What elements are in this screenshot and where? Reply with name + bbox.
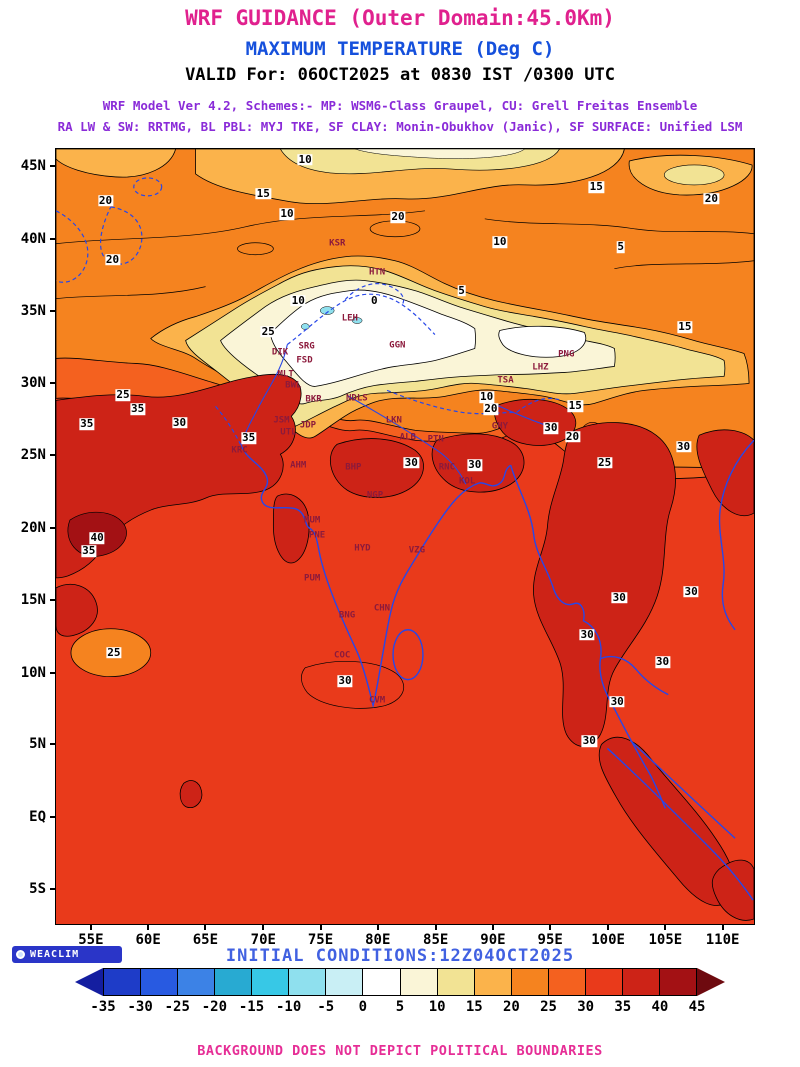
sri-lanka-coastline — [392, 629, 424, 681]
west-coast-heat-strip — [272, 493, 310, 564]
lat-tick-label: 35N — [20, 302, 46, 319]
myanmar-thailand-coastline — [510, 464, 666, 809]
colorbar-tick-label: 15 — [465, 999, 483, 1015]
political-boundaries — [56, 177, 562, 447]
colorbar-cell — [585, 969, 623, 995]
colorbar-tick-label: -30 — [127, 999, 153, 1015]
colorbar-cells — [103, 968, 697, 996]
borneo-heat-blob — [711, 859, 754, 921]
colorbar-tick-label: 30 — [577, 999, 595, 1015]
lat-tick-label: 45N — [20, 158, 46, 175]
model-schemes-line2: RA LW & SW: RRTMG, BL PBL: MYJ TKE, SF C… — [57, 119, 743, 134]
lon-tick-mark — [147, 924, 150, 930]
lat-tick-label: 30N — [20, 375, 46, 392]
colorbar-cell — [363, 969, 401, 995]
weaclim-logo: WEACLIM — [12, 946, 122, 963]
lat-tick-label: 5N — [29, 736, 46, 753]
colorbar-tick-label: -15 — [238, 999, 265, 1015]
colorbar-tick-labels: -35 -30 -25 -20 -15 -10 -5 0 5 10 15 20 25 30 35 40 45 — [75, 999, 725, 1017]
colorbar-tick-label: 10 — [428, 999, 446, 1015]
lon-tick-mark — [204, 924, 207, 930]
page-subtitle: MAXIMUM TEMPERATURE (Deg C) — [245, 38, 555, 60]
arabian-sea-cool-pocket — [70, 628, 152, 678]
central-india-heat-blob — [329, 438, 424, 498]
india-coastline — [240, 445, 512, 709]
colorbar-cell — [178, 969, 216, 995]
lon-tick-mark — [319, 924, 322, 930]
colorbar-cell — [289, 969, 327, 995]
colorbar-cell — [474, 969, 512, 995]
lon-tick-mark — [262, 924, 265, 930]
colorbar-cell — [141, 969, 179, 995]
lon-tick-mark — [721, 924, 724, 930]
colorbar-cell — [252, 969, 290, 995]
temperature-colorbar — [75, 968, 725, 996]
hot-region-blobs — [56, 373, 754, 921]
colorbar-tick-label: -25 — [164, 999, 190, 1015]
colorbar-tick-label: 20 — [502, 999, 520, 1015]
lon-tick-mark — [549, 924, 552, 930]
colorbar-cell — [622, 969, 660, 995]
colorbar-cell — [548, 969, 586, 995]
initial-conditions-line: INITIAL CONDITIONS:12Z04OCT2025 — [225, 946, 575, 966]
page-title: WRF GUIDANCE (Outer Domain:45.0Km) — [185, 6, 615, 30]
lat-tick-label: 15N — [20, 592, 46, 609]
lat-tick-label: EQ — [29, 809, 46, 826]
lat-tick-label: 25N — [20, 447, 46, 464]
colorbar-cell — [659, 969, 696, 995]
sumatra-coastline-east — [629, 739, 736, 839]
colorbar-left-arrow — [75, 968, 103, 996]
colorbar-cell — [511, 969, 549, 995]
lon-tick-mark — [89, 924, 92, 930]
lat-tick-label: 10N — [20, 664, 46, 681]
colorbar-cell — [215, 969, 253, 995]
lon-tick-mark — [491, 924, 494, 930]
colorbar-tick-label: -20 — [201, 999, 228, 1015]
vietnam-heat-blob — [696, 429, 754, 517]
colorbar-cell — [326, 969, 364, 995]
colorbar-cell — [400, 969, 438, 995]
sumatra-coastline-west — [606, 747, 754, 901]
colorbar-tick-label: 5 — [395, 999, 405, 1015]
lon-tick-mark — [376, 924, 379, 930]
colorbar-cell — [437, 969, 475, 995]
coastlines-boundaries — [56, 177, 754, 901]
vietnam-coastline — [718, 439, 754, 631]
lon-tick-mark — [664, 924, 667, 930]
colorbar-tick-label: -5 — [317, 999, 335, 1015]
lat-tick-label: 40N — [20, 230, 46, 247]
disclaimer-text: BACKGROUND DOES NOT DEPICT POLITICAL BOU… — [197, 1043, 603, 1059]
lat-tick-label: 20N — [20, 519, 46, 536]
maldives-heat-dot — [179, 780, 203, 808]
ganges-river — [346, 394, 467, 485]
colorbar-tick-label: -35 — [90, 999, 116, 1015]
left-sea-heat-blob — [56, 584, 98, 637]
temperature-map-panel: 10 15 20 10 20 15 20 20 10 5 10 0 5 15 25 25 35 30 35 35 15 2… — [21, 148, 755, 948]
colorbar-right-arrow — [697, 968, 725, 996]
colorbar-tick-label: 0 — [358, 999, 368, 1015]
colorbar-tick-label: 25 — [540, 999, 557, 1015]
lon-tick-mark — [434, 924, 437, 930]
colorbar-tick-label: 45 — [688, 999, 706, 1015]
colorbar-tick-label: 35 — [614, 999, 632, 1015]
colorbar-cell — [104, 969, 142, 995]
valid-time-line: VALID For: 06OCT2025 at 0830 IST /0300 U… — [185, 65, 615, 85]
bangladesh-heat-blob — [494, 398, 577, 446]
model-schemes-line1: WRF Model Ver 4.2, Schemes:- MP: WSM6-Cl… — [102, 98, 698, 113]
colorbar-tick-label: -10 — [275, 999, 302, 1015]
contour-lines — [56, 210, 754, 709]
temperature-map: 10 15 20 10 20 15 20 20 10 5 10 0 5 15 25 25 35 30 35 35 15 2… — [56, 149, 754, 924]
gulf-of-thailand-coastline — [600, 655, 669, 696]
weaclim-logo-icon — [16, 950, 25, 959]
colorbar-tick-label: 40 — [651, 999, 669, 1015]
weaclim-logo-text: WEACLIM — [30, 949, 80, 960]
lat-tick-label: 5S — [29, 881, 46, 898]
temperature-field-svg — [56, 149, 754, 924]
lon-tick-mark — [607, 924, 610, 930]
